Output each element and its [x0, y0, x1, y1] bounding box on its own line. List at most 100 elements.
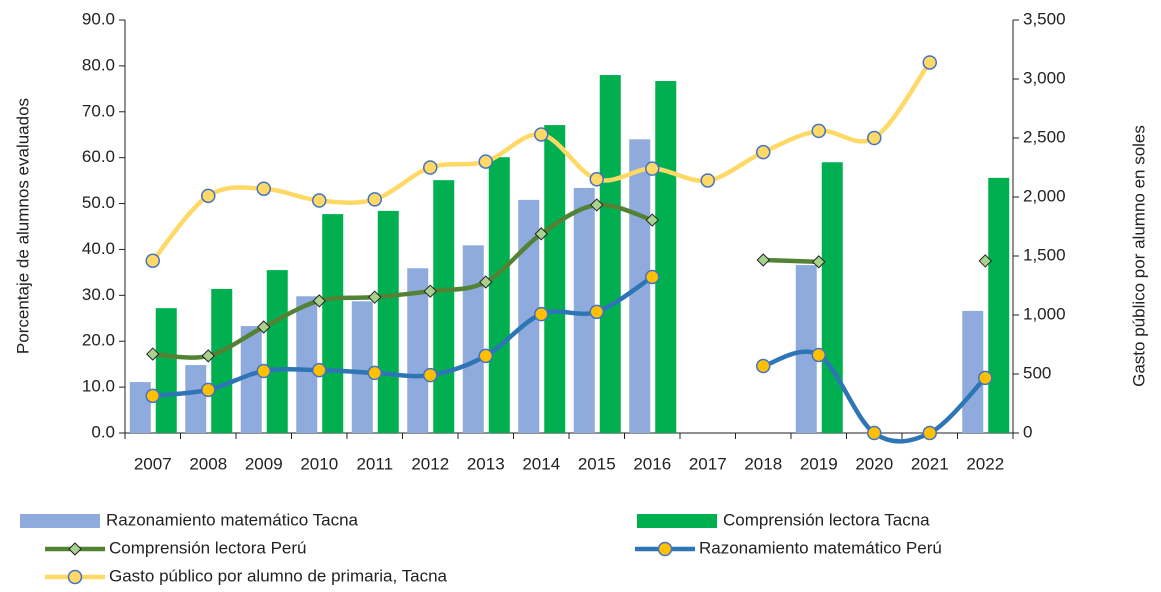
- y2-axis-title: Gasto público por alumno en soles: [1129, 125, 1148, 387]
- legend-marker: [657, 541, 673, 557]
- bar: [296, 296, 318, 433]
- bar: [599, 75, 621, 434]
- y2-tick-label: 3,000: [1023, 68, 1066, 87]
- legend-label: Comprensión lectora Perú: [109, 538, 306, 557]
- line-marker: [645, 213, 659, 227]
- bar: [211, 288, 233, 433]
- x-tick-label: 2018: [744, 454, 782, 473]
- line-marker: [589, 304, 604, 320]
- bar: [407, 268, 429, 433]
- y-tick-label: 40.0: [82, 239, 115, 258]
- x-tick-label: 2014: [522, 454, 560, 473]
- y2-tick-label: 1,000: [1023, 304, 1066, 323]
- y-tick-label: 50.0: [82, 193, 115, 212]
- line-marker: [867, 425, 882, 441]
- line-marker: [312, 294, 326, 308]
- legend-swatch: [637, 514, 717, 528]
- line-marker: [978, 254, 992, 268]
- legend-label: Razonamiento matemático Perú: [699, 538, 942, 557]
- line-marker: [812, 255, 826, 269]
- bar: [518, 199, 540, 433]
- bar: [266, 270, 288, 433]
- line-marker: [811, 123, 826, 139]
- line-marker: [145, 253, 160, 268]
- line-marker: [312, 193, 327, 208]
- x-tick-label: 2017: [689, 454, 727, 473]
- legend-label: Razonamiento matemático Tacna: [106, 510, 359, 529]
- line-marker: [257, 320, 271, 334]
- line-marker: [201, 382, 216, 398]
- x-tick-label: 2021: [911, 454, 949, 473]
- line-marker: [201, 188, 216, 204]
- bar: [155, 308, 177, 433]
- y-axis-title: Porcentaje de alumnos evaluados: [13, 98, 32, 354]
- line-marker: [756, 358, 771, 374]
- bar: [573, 187, 595, 433]
- bar: [544, 125, 566, 433]
- line-marker: [589, 172, 604, 187]
- line-marker: [479, 275, 493, 289]
- legend-label: Gasto público por alumno de primaria, Ta…: [109, 566, 448, 585]
- bar: [821, 162, 843, 433]
- line-marker: [811, 347, 826, 363]
- x-tick-label: 2008: [189, 454, 227, 473]
- bar: [433, 180, 455, 433]
- line-marker: [312, 362, 327, 378]
- bar: [655, 81, 677, 433]
- x-tick-label: 2009: [245, 454, 283, 473]
- y-tick-label: 0.0: [91, 422, 115, 441]
- bar: [322, 214, 344, 433]
- legend-marker: [67, 569, 83, 585]
- y2-tick-label: 500: [1023, 363, 1051, 382]
- x-tick-label: 2019: [800, 454, 838, 473]
- line-marker: [867, 130, 882, 146]
- line-marker: [423, 367, 438, 383]
- legend-marker: [68, 542, 82, 556]
- y2-tick-label: 2,500: [1023, 127, 1066, 146]
- legend-swatch: [20, 514, 100, 528]
- line-marker: [645, 161, 660, 176]
- bar: [488, 157, 510, 434]
- bar: [351, 301, 373, 433]
- x-tick-label: 2007: [134, 454, 172, 473]
- line-marker: [367, 192, 382, 207]
- line-marker: [756, 253, 770, 267]
- y-tick-label: 30.0: [82, 285, 115, 304]
- y-tick-label: 20.0: [82, 331, 115, 350]
- line-marker: [478, 348, 493, 364]
- x-tick-label: 2015: [578, 454, 616, 473]
- y-tick-label: 90.0: [82, 9, 115, 28]
- line-marker: [534, 227, 548, 241]
- x-tick-label: 2016: [633, 454, 671, 473]
- line-marker: [645, 269, 660, 285]
- line-marker: [534, 306, 549, 322]
- line-marker: [922, 55, 937, 70]
- bar: [185, 365, 207, 433]
- y2-tick-label: 2,000: [1023, 186, 1066, 205]
- bar: [795, 265, 817, 433]
- line-marker: [146, 347, 160, 361]
- line-marker: [145, 388, 160, 404]
- line-marker: [201, 349, 215, 363]
- legend-label: Comprensión lectora Tacna: [723, 510, 930, 529]
- bar: [988, 177, 1010, 433]
- x-tick-label: 2013: [467, 454, 505, 473]
- x-tick-label: 2020: [855, 454, 893, 473]
- line-marker: [423, 160, 438, 175]
- line-marker: [256, 181, 271, 196]
- bar: [129, 382, 151, 433]
- bar: [462, 245, 484, 433]
- y2-tick-label: 0: [1023, 422, 1032, 441]
- y-tick-label: 70.0: [82, 101, 115, 120]
- line-marker: [978, 370, 993, 386]
- line-marker: [756, 144, 771, 160]
- line-marker: [368, 290, 382, 304]
- line-marker: [590, 198, 604, 212]
- line-marker: [700, 173, 715, 188]
- bar: [962, 310, 984, 433]
- y-tick-label: 10.0: [82, 377, 115, 396]
- x-tick-label: 2012: [411, 454, 449, 473]
- bar: [240, 326, 262, 433]
- y-tick-label: 80.0: [82, 55, 115, 74]
